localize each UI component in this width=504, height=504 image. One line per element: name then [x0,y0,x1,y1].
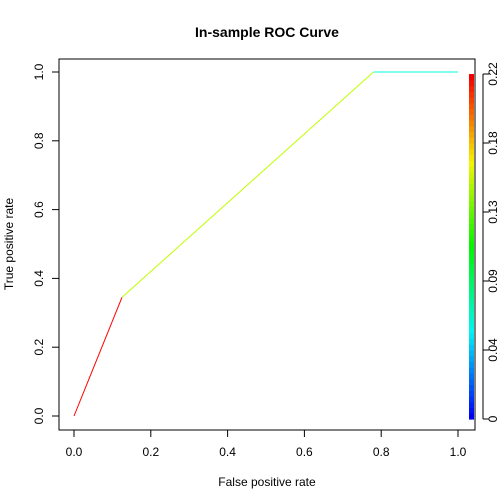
colorbar-cell [469,292,474,299]
colorbar-cell [469,315,474,322]
colorbar-axis: 0 0.04 0.09 0.13 0.18 0.22 [482,62,500,422]
colorbar-cell [469,281,474,288]
colorbar-cell [469,332,474,340]
colorbar-cell [469,200,474,207]
colorbar-tick-label: 0.22 [486,62,500,86]
colorbar-cell [469,91,474,98]
colorbar-cell [469,361,474,368]
colorbar-cell [469,252,474,259]
chart-title: In-sample ROC Curve [195,24,339,40]
colorbar-cell [469,407,474,414]
colorbar-cell [469,396,474,403]
colorbar-cell [469,114,474,121]
colorbar-cell [469,223,474,230]
colorbar-cell [469,97,474,104]
colorbar-tick-label: 0.18 [486,131,500,155]
colorbar-cell [469,263,474,271]
colorbar-cell [469,148,474,156]
colorbar-cell [469,246,474,253]
colorbar-cell [469,321,474,328]
colorbar-cell [469,378,474,386]
colorbar-cell [469,229,474,236]
colorbar-cell [469,131,474,138]
colorbar [469,74,474,420]
colorbar-cell [469,171,474,179]
x-axis: 0.0 0.2 0.4 0.6 0.8 1.0 [66,429,467,459]
colorbar-cell [469,160,474,167]
colorbar-cell [469,125,474,133]
colorbar-cell [469,350,474,357]
colorbar-cell [469,390,474,397]
colorbar-tick-label: 0.04 [486,338,500,362]
colorbar-cell [469,212,474,219]
y-tick-label: 0.0 [32,407,46,424]
roc-segment [73,297,123,417]
x-tick-label: 0.4 [219,445,236,459]
x-tick-label: 0.6 [296,445,313,459]
colorbar-cell [469,373,474,380]
colorbar-cell [469,217,474,225]
colorbar-cell [469,269,474,276]
colorbar-cell [469,79,474,87]
y-axis: 0.0 0.2 0.4 0.6 0.8 1.0 [32,63,60,424]
x-tick-label: 1.0 [450,445,467,459]
colorbar-cell [469,327,474,334]
colorbar-cell [469,183,474,190]
colorbar-cell [469,143,474,150]
colorbar-tick-label: 0.13 [486,200,500,224]
plot-frame [58,58,476,431]
colorbar-cell [469,85,474,92]
y-tick-label: 0.4 [32,270,46,287]
colorbar-cell [469,355,474,363]
roc-segment [121,71,374,298]
x-tick-label: 0.2 [142,445,159,459]
y-tick-label: 0.8 [32,132,46,149]
colorbar-cell [469,137,474,144]
colorbar-cell [469,344,474,351]
x-axis-label: False positive rate [218,475,316,489]
colorbar-cell [469,258,474,265]
colorbar-cell [469,177,474,184]
colorbar-cell [469,154,474,161]
colorbar-tick-label: 0.09 [486,269,500,293]
colorbar-cell [469,413,474,420]
colorbar-cell [469,74,474,81]
colorbar-cell [469,401,474,409]
colorbar-cell [469,108,474,115]
colorbar-cell [469,166,474,173]
colorbar-cell [469,367,474,374]
colorbar-cell [469,206,474,213]
colorbar-cell [469,275,474,282]
x-tick-label: 0.8 [373,445,390,459]
colorbar-cell [469,309,474,317]
colorbar-cell [469,189,474,196]
y-axis-label: True positive rate [2,198,16,291]
colorbar-cell [469,286,474,294]
colorbar-cell [469,298,474,305]
colorbar-cell [469,235,474,242]
y-tick-label: 0.6 [32,201,46,218]
colorbar-cell [469,102,474,110]
roc-series [73,71,458,417]
colorbar-tick-label: 0 [486,415,500,422]
x-tick-label: 0.0 [66,445,83,459]
colorbar-cell [469,120,474,127]
colorbar-cell [469,194,474,202]
colorbar-cell [469,240,474,248]
y-tick-label: 0.2 [32,339,46,356]
colorbar-cell [469,304,474,311]
colorbar-cell [469,384,474,391]
colorbar-cell [469,338,474,345]
y-tick-label: 1.0 [32,63,46,80]
